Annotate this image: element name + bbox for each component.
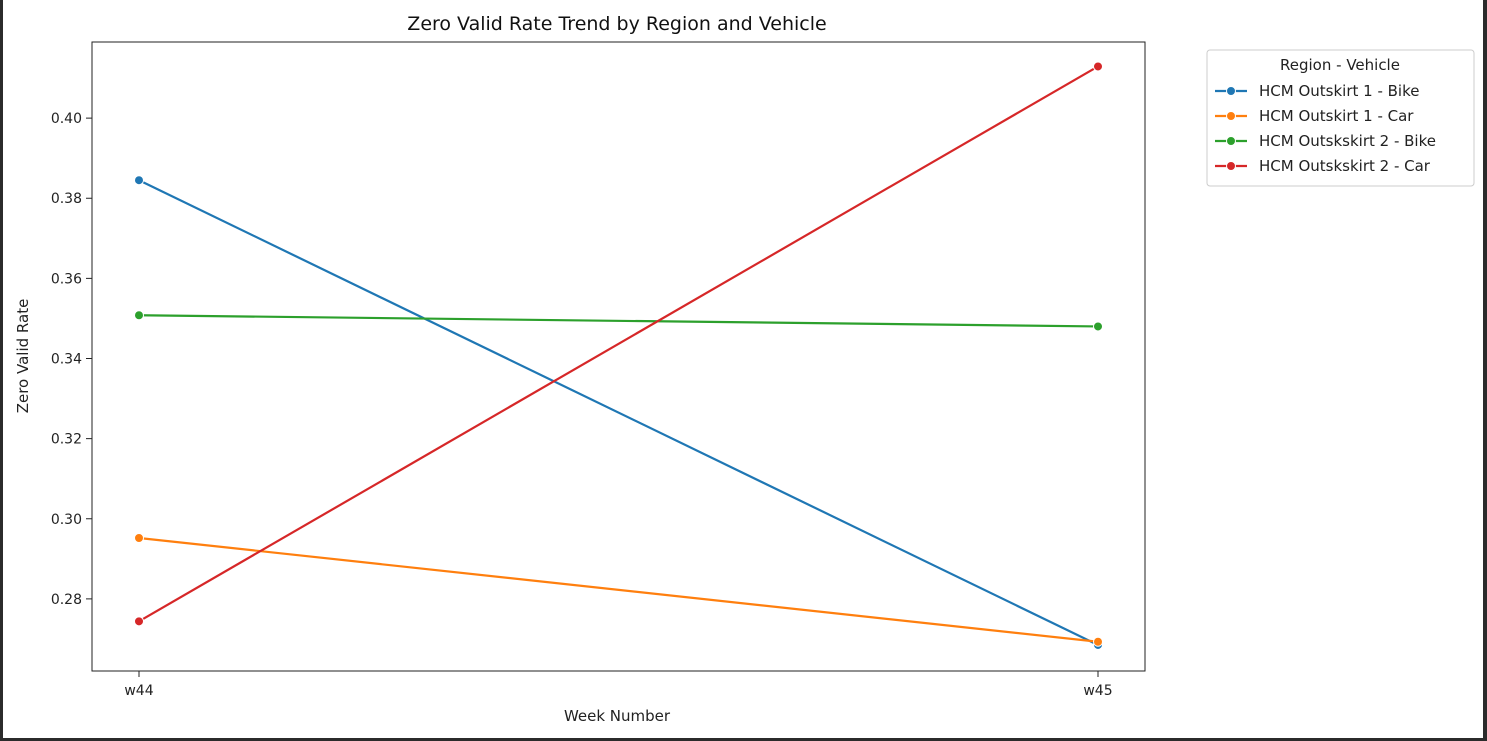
y-tick-label: 0.38 (51, 191, 82, 207)
legend-item: HCM Outskirt 1 - Bike (1215, 82, 1419, 100)
data-point (1093, 636, 1103, 647)
y-tick-label: 0.28 (51, 592, 82, 608)
y-tick-label: 0.34 (51, 352, 82, 368)
chart-title: Zero Valid Rate Trend by Region and Vehi… (407, 13, 826, 35)
legend-item: HCM Outskskirt 2 - Car (1215, 157, 1431, 175)
y-tick-label: 0.32 (51, 432, 82, 448)
legend-label: HCM Outskskirt 2 - Car (1259, 157, 1431, 175)
series-3 (134, 310, 1103, 332)
legend-marker (1226, 161, 1236, 171)
data-point (134, 310, 144, 321)
x-axis: w44 w45 (124, 671, 1113, 699)
series-line (138, 179, 1099, 646)
y-tick-label: 0.36 (51, 271, 82, 287)
data-point (134, 616, 144, 627)
legend-box (1206, 49, 1475, 187)
figure-frame: Zero Valid Rate Trend by Region and Vehi… (3, 0, 1483, 738)
y-axis-title: Zero Valid Rate (14, 299, 32, 414)
series-2 (134, 532, 1103, 647)
legend-items: HCM Outskirt 1 - Bike HCM Outskirt 1 - Ca… (1215, 82, 1436, 175)
x-tick-label: w44 (124, 683, 153, 699)
series-line (138, 536, 1099, 643)
plot-area (91, 41, 1146, 672)
legend-marker (1226, 136, 1236, 146)
legend: Region - Vehicle HCM Outskirt 1 - BikeHC… (1206, 49, 1475, 187)
x-tick-label: w45 (1083, 683, 1112, 699)
y-tick-label: 0.40 (51, 111, 82, 127)
y-tick-label: 0.30 (51, 512, 82, 528)
line-chart: Zero Valid Rate Trend by Region and Vehi… (14, 13, 1475, 725)
legend-marker (1226, 86, 1236, 96)
series-layer (134, 61, 1103, 650)
x-axis-title: Week Number (564, 707, 671, 725)
series-4 (134, 61, 1103, 627)
y-axis: 0.28 0.30 0.32 0.34 0.36 0.38 0.40 (51, 111, 92, 608)
legend-label: HCM Outskskirt 2 - Bike (1259, 132, 1436, 150)
series-line (138, 65, 1099, 623)
series-line (138, 314, 1099, 328)
data-point (134, 175, 144, 186)
data-point (134, 532, 144, 543)
legend-marker (1226, 111, 1236, 121)
legend-label: HCM Outskirt 1 - Car (1259, 107, 1414, 125)
legend-title: Region - Vehicle (1280, 56, 1400, 74)
data-point (1093, 321, 1103, 332)
data-point (1093, 61, 1103, 72)
legend-item: HCM Outskskirt 2 - Bike (1215, 132, 1436, 150)
legend-item: HCM Outskirt 1 - Car (1215, 107, 1414, 125)
legend-label: HCM Outskirt 1 - Bike (1259, 82, 1419, 100)
